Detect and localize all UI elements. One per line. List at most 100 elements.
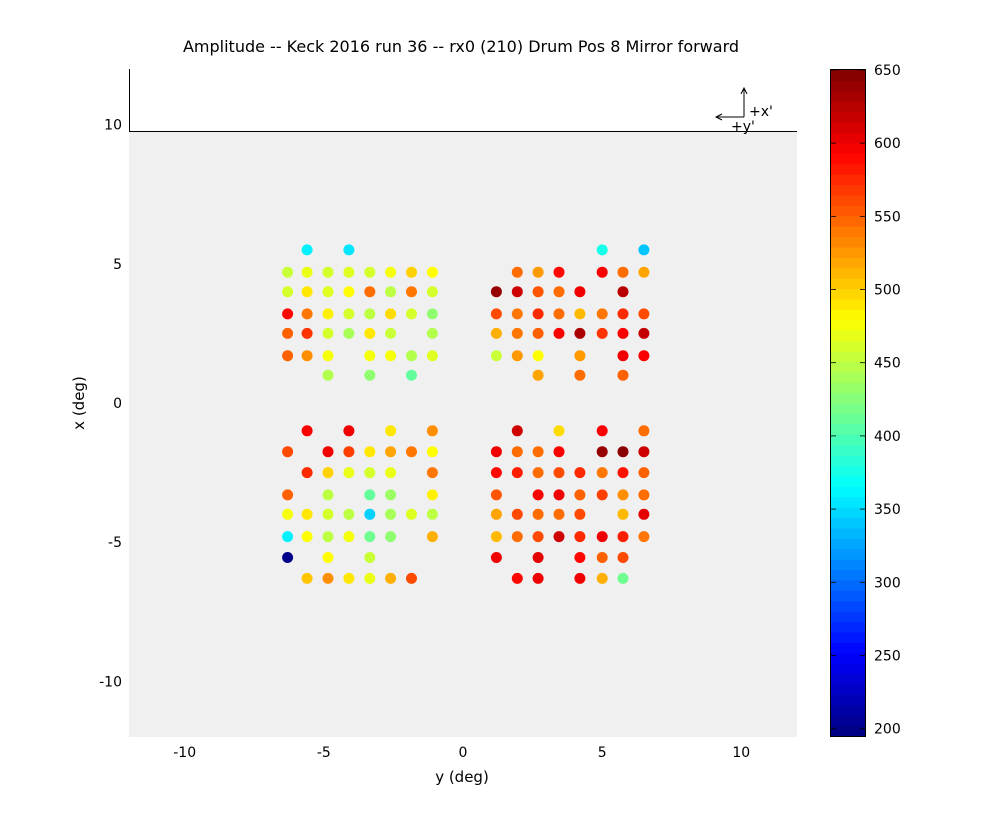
data-point: [574, 508, 586, 520]
data-point: [364, 531, 376, 543]
data-point: [638, 508, 650, 520]
y-tick-label: -10: [99, 674, 122, 690]
data-point: [638, 350, 650, 362]
data-point: [511, 350, 523, 362]
data-point: [406, 369, 417, 381]
colorbar-band: [831, 465, 865, 477]
data-point: [511, 308, 523, 320]
data-point: [426, 425, 438, 437]
y-tick-label: 5: [113, 257, 122, 273]
data-point: [301, 531, 313, 543]
data-point: [532, 508, 544, 520]
data-point: [301, 425, 313, 437]
colorbar: 200 250 300 350 400 450 500 550 600 650: [830, 63, 901, 738]
data-point: [553, 327, 565, 339]
y-tick-label: 0: [113, 396, 122, 412]
data-point: [364, 308, 376, 320]
data-point: [532, 266, 544, 278]
orientation-indicator: +x' +y': [714, 86, 773, 135]
data-point: [532, 572, 544, 584]
data-point: [617, 327, 629, 339]
colorbar-tick-label: 500: [874, 283, 901, 299]
data-point: [490, 508, 502, 520]
data-point: [574, 369, 586, 381]
data-point: [385, 508, 397, 520]
data-point: [426, 489, 438, 501]
colorbar-tick-label: 200: [874, 722, 901, 738]
colorbar-band: [831, 413, 865, 425]
data-point: [490, 489, 502, 501]
data-point: [282, 508, 294, 520]
y-tick-label: -5: [108, 535, 122, 551]
data-point: [553, 467, 565, 479]
data-point: [617, 572, 629, 584]
colorbar-band: [831, 673, 865, 685]
colorbar-tick-label: 550: [874, 209, 901, 225]
x-prime-label: +x': [749, 104, 773, 120]
data-point: [343, 425, 355, 437]
colorbar-tick-label: 450: [874, 356, 901, 372]
data-point: [364, 327, 376, 339]
x-tick-labels: -10 -5 0 5 10: [173, 745, 750, 761]
data-point: [322, 308, 334, 320]
colorbar-band: [831, 142, 865, 154]
data-point: [553, 446, 565, 458]
x-prime-arrow-head-icon: [740, 86, 748, 95]
data-point: [385, 266, 397, 278]
data-point: [385, 446, 397, 458]
colorbar-band: [831, 288, 865, 300]
colorbar-band: [831, 600, 865, 612]
y-prime-arrow-head-icon: [714, 113, 723, 121]
data-point: [282, 327, 294, 339]
data-point: [322, 327, 334, 339]
data-point: [532, 531, 544, 543]
data-point: [322, 572, 334, 584]
data-point: [385, 467, 397, 479]
data-point: [343, 308, 355, 320]
data-point: [343, 467, 355, 479]
data-point: [364, 350, 376, 362]
data-point: [282, 266, 294, 278]
x-tick-label: 10: [732, 745, 750, 761]
data-point: [638, 446, 650, 458]
data-point: [282, 552, 294, 563]
data-point: [282, 350, 294, 362]
data-point: [617, 350, 629, 362]
plot-area: [129, 69, 797, 737]
colorbar-band: [831, 725, 865, 737]
colorbar-band: [831, 267, 865, 279]
data-point: [343, 266, 355, 278]
data-point: [322, 266, 334, 278]
colorbar-band: [831, 444, 865, 456]
data-point: [322, 531, 334, 543]
data-point: [617, 266, 629, 278]
colorbar-band: [831, 579, 865, 591]
colorbar-gradient: [831, 70, 865, 737]
data-point: [638, 425, 650, 437]
colorbar-band: [831, 319, 865, 331]
data-point: [574, 327, 586, 339]
data-point: [364, 446, 376, 458]
data-point: [301, 572, 313, 584]
data-point: [343, 572, 355, 584]
data-point: [617, 467, 629, 479]
colorbar-band: [831, 205, 865, 217]
data-point: [617, 531, 629, 543]
data-point: [638, 467, 650, 479]
data-point: [532, 350, 544, 362]
data-point: [426, 286, 438, 298]
data-point: [385, 531, 397, 543]
data-point: [385, 350, 397, 362]
data-point: [426, 446, 438, 458]
data-point: [385, 425, 397, 437]
data-point: [426, 327, 438, 339]
data-point: [617, 369, 629, 381]
data-point: [638, 308, 650, 320]
colorbar-band: [831, 70, 865, 82]
colorbar-tick-label: 250: [874, 649, 901, 665]
data-point: [343, 446, 355, 458]
data-point: [596, 327, 608, 339]
colorbar-band: [831, 590, 865, 602]
colorbar-band: [831, 527, 865, 539]
